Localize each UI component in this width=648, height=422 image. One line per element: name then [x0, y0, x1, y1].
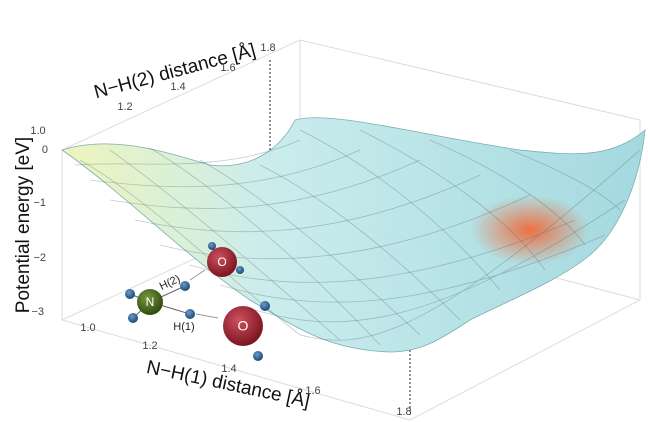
x-tick-label: 1.4	[221, 363, 236, 375]
atom	[207, 247, 237, 277]
atom-label: N	[146, 295, 155, 309]
energy-surface	[61, 117, 646, 353]
atom	[185, 309, 195, 319]
z-tick-label: 0	[42, 144, 48, 156]
z-tick-label: −3	[31, 306, 44, 318]
atom	[128, 313, 138, 323]
atom	[253, 351, 263, 361]
atom	[125, 289, 135, 299]
x-tick-label: 1.2	[142, 340, 157, 352]
x-tick-label: 1.8	[396, 406, 411, 418]
arrow	[189, 269, 206, 281]
atom-label: O	[217, 255, 226, 269]
arrow	[195, 313, 219, 319]
atom	[208, 242, 216, 250]
x-tick-label: 1.6	[305, 385, 320, 397]
atom-label: H(2)	[158, 273, 182, 293]
atom	[260, 301, 270, 311]
atom	[223, 306, 263, 346]
y-tick-label: 1.0	[30, 125, 45, 137]
y-tick-label: 1.6	[220, 62, 235, 74]
y-tick-label: 1.2	[117, 101, 132, 113]
atom-label: O	[238, 318, 249, 334]
y-tick-label: 1.8	[260, 42, 275, 54]
ticks: 1.0 1.2 1.4 1.6 1.8 0 −1 −2 −3 1.0 1.2 1.4 1.6 1.8	[30, 42, 411, 418]
atom-label: H(1)	[173, 321, 194, 333]
z-tick-label: −2	[33, 252, 46, 264]
atom	[180, 281, 190, 291]
x-tick-label: 1.0	[80, 322, 95, 334]
z-tick-label: −1	[33, 197, 46, 209]
y-tick-label: 1.4	[170, 81, 185, 93]
atom	[137, 289, 163, 315]
z-axis-label: Potential energy [eV]	[13, 137, 34, 313]
atom	[236, 266, 244, 274]
